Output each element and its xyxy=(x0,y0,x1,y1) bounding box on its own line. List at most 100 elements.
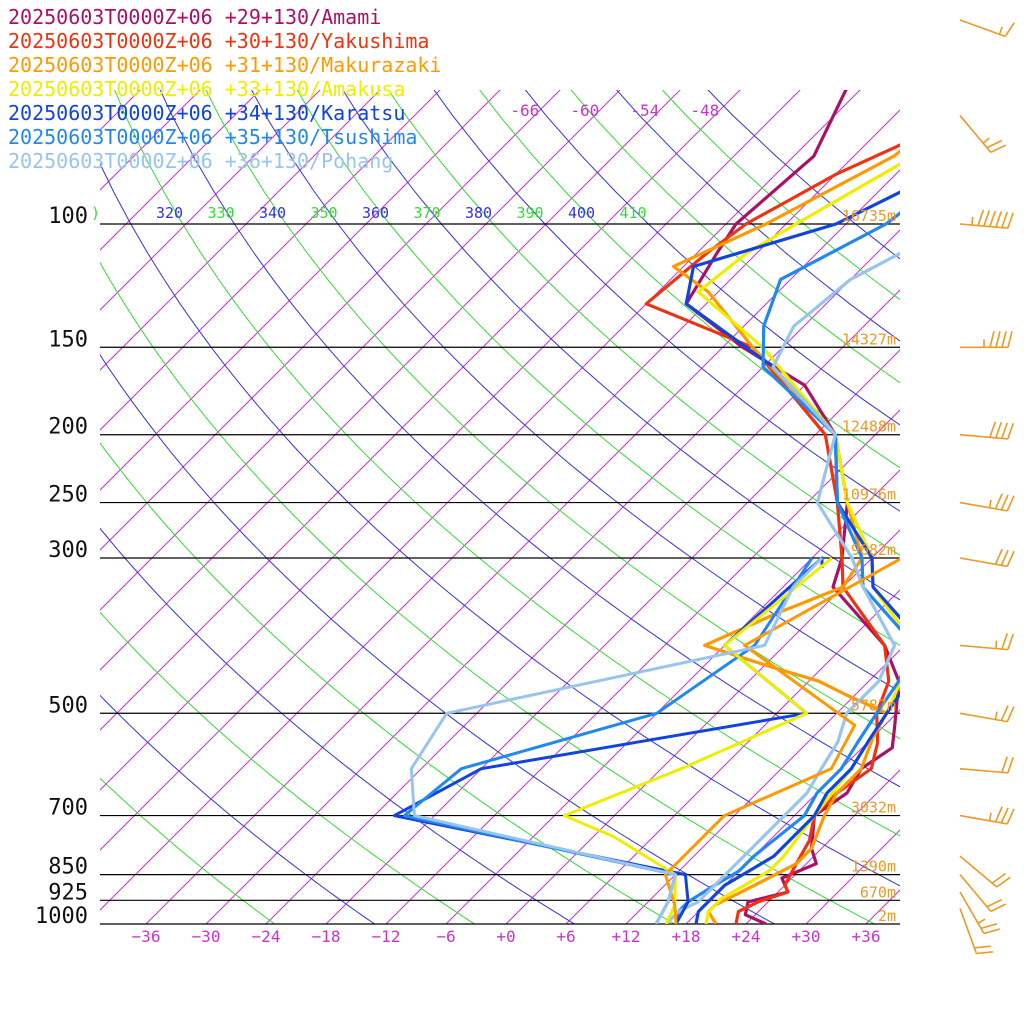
x-tick-label: −6 xyxy=(436,927,455,946)
pressure-label: 300 xyxy=(48,538,88,563)
isentrope-line xyxy=(100,442,676,924)
dewpoint-series xyxy=(392,556,900,924)
pressure-label: 500 xyxy=(48,693,88,718)
wind-barb-icon xyxy=(959,806,1015,825)
isotherm-line xyxy=(565,589,900,924)
isotherm-label: -66 xyxy=(510,101,539,120)
isotherm-line xyxy=(986,13,1024,924)
isentrope-line xyxy=(100,354,776,924)
isotherm-line xyxy=(100,90,741,731)
isotherm-line xyxy=(100,90,201,191)
isentrope-line xyxy=(159,90,900,788)
isotherm-line xyxy=(685,709,900,924)
x-tick-label: +6 xyxy=(556,927,575,946)
legend-entry: 20250603T0000Z+06 +30+130/Yakushima xyxy=(8,29,429,53)
isentrope-line xyxy=(100,261,876,924)
dewpoint-line xyxy=(409,556,824,924)
wind-barb-icon xyxy=(959,115,1007,154)
isentrope-line xyxy=(100,694,376,924)
dewpoint-line xyxy=(663,557,900,924)
dewpoint-line xyxy=(562,556,833,924)
isentrope-line xyxy=(342,90,900,601)
height-label: 1390m xyxy=(851,858,896,876)
isotherm-line xyxy=(100,90,681,671)
height-label: 3032m xyxy=(851,799,896,817)
isotherm-line xyxy=(100,90,261,251)
isotherm-line xyxy=(100,90,381,371)
wind-barb-icon xyxy=(959,493,1015,512)
x-tick-label: −24 xyxy=(252,927,281,946)
isotherm-line xyxy=(325,349,900,924)
isentrope-line xyxy=(616,90,900,342)
isotherm-line xyxy=(625,649,900,924)
temperature-line xyxy=(664,251,900,924)
x-tick-label: +12 xyxy=(612,927,641,946)
temperature-series xyxy=(644,90,900,924)
height-label: 670m xyxy=(860,883,896,901)
wind-barb-icon xyxy=(959,874,1007,913)
isotherm-line xyxy=(100,90,321,311)
axis-labels: 100 16735m 150 14327m 200 12488m 250 10976m 300 9… xyxy=(35,101,896,946)
isentrope-label: ) xyxy=(91,204,100,222)
isentrope-line xyxy=(479,90,900,469)
isotherm-line xyxy=(100,90,561,551)
legend-entry: 20250603T0000Z+06 +35+130/Tsushima xyxy=(8,125,417,149)
wind-barb-icon xyxy=(959,855,1011,888)
legend: 20250603T0000Z+06 +29+130/Amami20250603T… xyxy=(8,5,441,173)
legend-entry: 20250603T0000Z+06 +29+130/Amami xyxy=(8,5,381,29)
temperature-line xyxy=(674,211,900,924)
isotherm-line xyxy=(145,169,900,924)
x-tick-label: +24 xyxy=(732,927,761,946)
wind-barb-icon xyxy=(959,421,1014,440)
isotherm-label: -60 xyxy=(570,101,599,120)
isotherm-line xyxy=(205,229,900,924)
legend-entry: 20250603T0000Z+06 +36+130/Pohang xyxy=(8,149,393,173)
isentrope-label: 330 xyxy=(207,204,234,222)
isotherm-line xyxy=(100,90,501,491)
dewpoint-line xyxy=(392,556,824,924)
isotherm-line xyxy=(100,90,621,611)
isentrope-label: 370 xyxy=(413,204,440,222)
temperature-line xyxy=(684,90,900,924)
isotherm-label: -48 xyxy=(690,101,719,120)
legend-entry: 20250603T0000Z+06 +33+130/Amakusa xyxy=(8,77,405,101)
isotherm-line xyxy=(100,90,801,791)
height-label: 12488m xyxy=(842,418,896,436)
legend-entry: 20250603T0000Z+06 +34+130/Karatsu xyxy=(8,101,405,125)
temperature-line xyxy=(696,162,900,924)
height-label: 5787m xyxy=(851,696,896,714)
wind-barb-icon xyxy=(960,331,1013,349)
x-tick-label: +36 xyxy=(852,927,881,946)
isentrope-label: 410 xyxy=(619,204,646,222)
pressure-label: 700 xyxy=(48,796,88,821)
isentrope-label: 390 xyxy=(516,204,543,222)
isentrope-line xyxy=(387,90,900,556)
isobar-lines xyxy=(100,223,900,925)
wind-barb-icon xyxy=(959,705,1015,723)
isotherm-line xyxy=(100,109,900,911)
isentrope-line xyxy=(205,90,900,740)
wind-barb-icon xyxy=(959,209,1014,229)
height-label: 2m xyxy=(878,907,896,925)
wind-barbs xyxy=(959,19,1015,955)
legend-entry: 20250603T0000Z+06 +31+130/Makurazaki xyxy=(8,53,441,77)
isentrope-line xyxy=(570,90,900,384)
pressure-label: 200 xyxy=(48,415,88,440)
x-tick-label: −36 xyxy=(132,927,161,946)
height-label: 16735m xyxy=(842,207,896,225)
pressure-label: 925 xyxy=(48,880,88,905)
x-tick-label: −12 xyxy=(372,927,401,946)
x-tick-label: +18 xyxy=(672,927,701,946)
pressure-label: 250 xyxy=(48,483,88,508)
pressure-label: 1000 xyxy=(35,904,88,929)
pressure-label: 850 xyxy=(48,855,88,880)
x-tick-label: −30 xyxy=(192,927,221,946)
x-tick-label: −18 xyxy=(312,927,341,946)
temperature-line xyxy=(684,190,900,924)
wind-barb-icon xyxy=(959,548,1015,568)
isotherm-line xyxy=(745,769,900,924)
height-label: 14327m xyxy=(842,330,896,348)
isotherm-line xyxy=(265,289,900,924)
wind-barb-icon xyxy=(959,633,1014,651)
